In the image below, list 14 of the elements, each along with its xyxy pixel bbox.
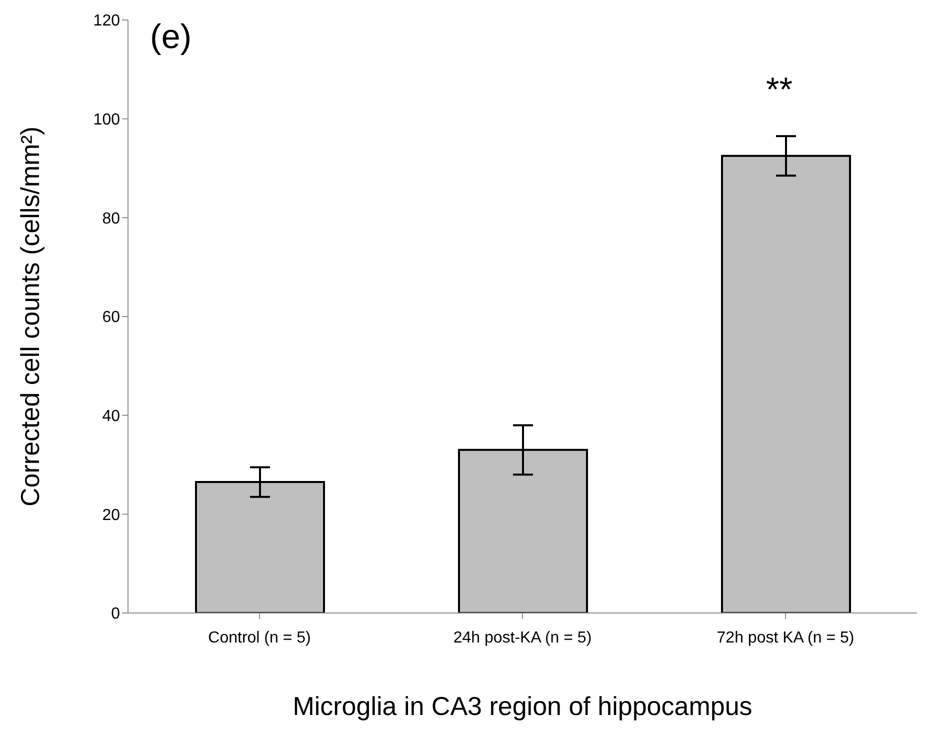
- y-tick-label: 100: [93, 112, 120, 129]
- x-tick-label: 72h post KA (n = 5): [716, 629, 854, 646]
- x-tick-label: 24h post-KA (n = 5): [453, 629, 592, 646]
- x-tick-label: Control (n = 5): [208, 629, 311, 646]
- y-tick-label: 20: [102, 506, 120, 524]
- y-tick-label: 40: [102, 408, 120, 426]
- y-tick-label: 60: [102, 309, 120, 326]
- y-tick-label: 80: [102, 210, 120, 228]
- y-axis-title: Corrected cell counts (cells/mm²): [15, 126, 46, 506]
- y-tick-label: 0: [111, 606, 120, 623]
- x-axis-title: Microglia in CA3 region of hippocampus: [292, 691, 752, 721]
- y-tick-label: 120: [93, 12, 120, 30]
- chart-title: (e): [150, 18, 192, 57]
- annotation: **: [766, 70, 792, 110]
